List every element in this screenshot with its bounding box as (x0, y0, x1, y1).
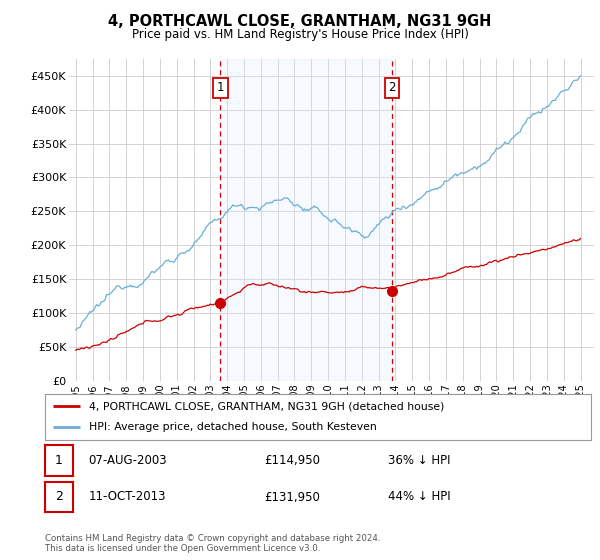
Text: 11-OCT-2013: 11-OCT-2013 (88, 491, 166, 503)
Text: Price paid vs. HM Land Registry's House Price Index (HPI): Price paid vs. HM Land Registry's House … (131, 28, 469, 41)
Text: 07-AUG-2003: 07-AUG-2003 (88, 454, 167, 467)
Text: 1: 1 (55, 454, 63, 467)
Text: Contains HM Land Registry data © Crown copyright and database right 2024.
This d: Contains HM Land Registry data © Crown c… (45, 534, 380, 553)
Text: 44% ↓ HPI: 44% ↓ HPI (388, 491, 450, 503)
Text: £114,950: £114,950 (264, 454, 320, 467)
Text: 2: 2 (55, 491, 63, 503)
Bar (220, 59, 392, 381)
Text: 2: 2 (388, 81, 396, 94)
Text: 4, PORTHCAWL CLOSE, GRANTHAM, NG31 9GH (detached house): 4, PORTHCAWL CLOSE, GRANTHAM, NG31 9GH (… (89, 401, 444, 411)
Text: HPI: Average price, detached house, South Kesteven: HPI: Average price, detached house, Sout… (89, 422, 376, 432)
Text: 1: 1 (217, 81, 224, 94)
Text: 36% ↓ HPI: 36% ↓ HPI (388, 454, 450, 467)
Text: £131,950: £131,950 (264, 491, 320, 503)
Text: 4, PORTHCAWL CLOSE, GRANTHAM, NG31 9GH: 4, PORTHCAWL CLOSE, GRANTHAM, NG31 9GH (109, 14, 491, 29)
